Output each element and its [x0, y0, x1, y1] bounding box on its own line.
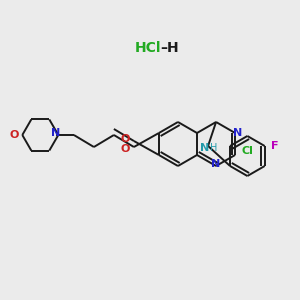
Text: N: N	[212, 159, 221, 169]
Text: O: O	[121, 134, 130, 144]
Text: N: N	[51, 128, 61, 138]
Text: –H: –H	[161, 41, 179, 55]
Text: O: O	[10, 130, 19, 140]
Text: N: N	[233, 128, 243, 138]
Text: HCl: HCl	[135, 41, 161, 55]
Text: O: O	[121, 144, 130, 154]
Text: F: F	[271, 141, 278, 151]
Text: H: H	[210, 143, 218, 153]
Text: N: N	[200, 143, 210, 153]
Text: Cl: Cl	[242, 146, 253, 156]
